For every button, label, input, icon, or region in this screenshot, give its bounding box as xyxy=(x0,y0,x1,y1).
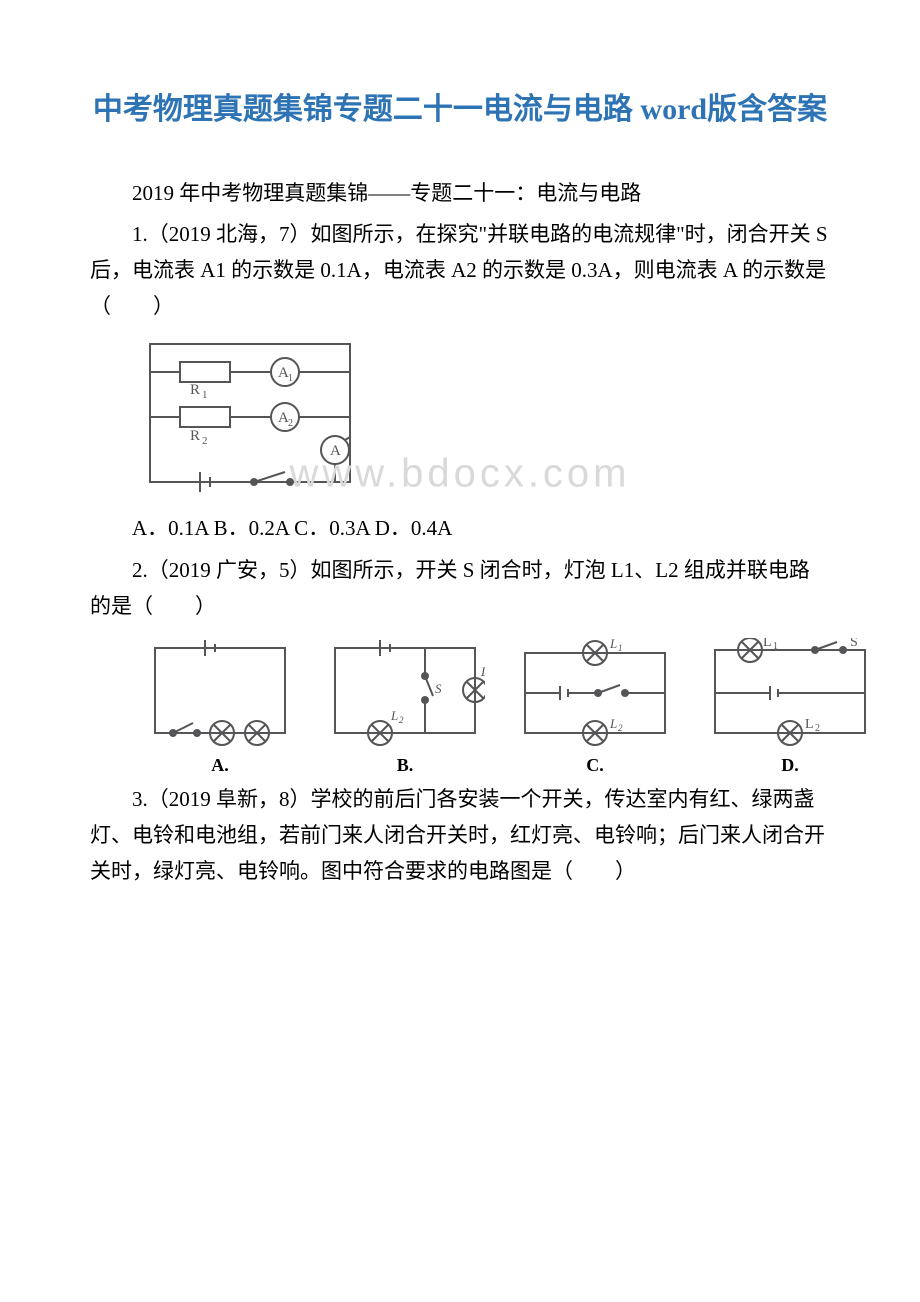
svg-text:1: 1 xyxy=(288,373,293,384)
svg-text:2: 2 xyxy=(399,715,404,725)
svg-text:2: 2 xyxy=(202,435,208,447)
q1-options: A．0.1A B．0.2A C．0.3A D．0.4A xyxy=(90,511,830,547)
svg-text:2: 2 xyxy=(815,723,820,734)
q2-label-b: B. xyxy=(325,755,485,776)
q2-circuit-b: S L1 L2 xyxy=(325,638,485,748)
svg-text:L: L xyxy=(390,708,398,723)
q3-stem: 3.（2019 阜新，8）学校的前后门各安装一个开关，传达室内有红、绿两盏灯、电… xyxy=(90,782,830,889)
svg-text:1: 1 xyxy=(202,389,208,401)
q2-options-row: A. xyxy=(145,638,830,776)
document-title: 中考物理真题集锦专题二十一电流与电路 word版含答案 xyxy=(90,90,830,131)
q2-option-d: L1 S L2 D. xyxy=(705,638,875,776)
svg-text:L: L xyxy=(609,716,617,731)
svg-text:1: 1 xyxy=(773,641,778,652)
svg-text:S: S xyxy=(435,681,442,696)
q2-option-b: S L1 L2 B. xyxy=(325,638,485,776)
q2-label-d: D. xyxy=(705,755,875,776)
svg-text:S: S xyxy=(850,638,858,650)
q2-label-c: C. xyxy=(515,755,675,776)
q2-option-a: A. xyxy=(145,638,295,776)
svg-text:1: 1 xyxy=(618,643,623,653)
q2-circuit-c: L1 L2 xyxy=(515,638,675,748)
svg-text:L: L xyxy=(609,638,617,651)
q2-circuit-d: L1 S L2 xyxy=(705,638,875,748)
document-subtitle: 2019 年中考物理真题集锦——专题二十一：电流与电路 xyxy=(90,176,830,212)
q1-circuit-figure: R1 R2 A1 A2 A xyxy=(130,332,830,507)
svg-text:L: L xyxy=(805,717,814,732)
svg-text:2: 2 xyxy=(288,418,293,429)
svg-text:L: L xyxy=(763,638,772,650)
q2-circuit-a xyxy=(145,638,295,748)
q2-label-a: A. xyxy=(145,755,295,776)
q1-stem: 1.（2019 北海，7）如图所示，在探究"并联电路的电流规律"时，闭合开关 S… xyxy=(90,217,830,324)
q2-stem: 2.（2019 广安，5）如图所示，开关 S 闭合时，灯泡 L1、L2 组成并联… xyxy=(90,553,830,624)
svg-text:A: A xyxy=(330,443,341,459)
q2-option-c: L1 L2 C. xyxy=(515,638,675,776)
svg-text:R: R xyxy=(190,382,200,398)
svg-text:2: 2 xyxy=(618,723,623,733)
svg-text:R: R xyxy=(190,428,200,444)
svg-text:L: L xyxy=(480,664,485,679)
